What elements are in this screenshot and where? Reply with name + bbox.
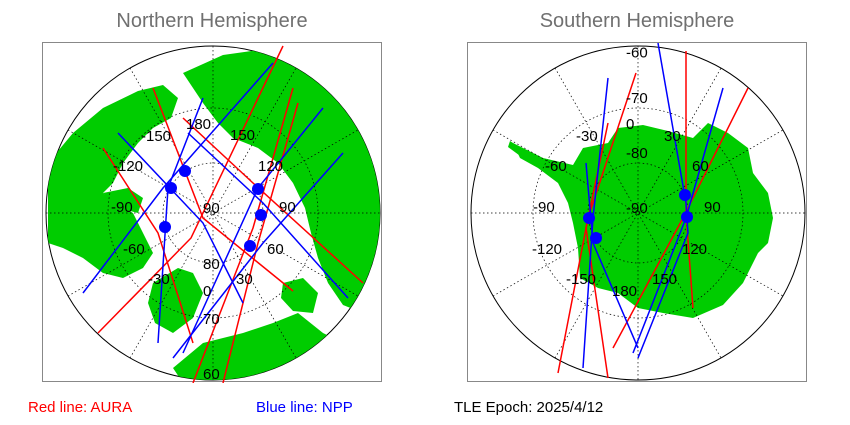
tle-epoch: TLE Epoch: 2025/4/12 (454, 399, 604, 416)
southern-lat-labels: -60 -70 -80 -90 (626, 44, 648, 217)
svg-text:180: 180 (186, 116, 211, 133)
svg-text:-30: -30 (576, 128, 598, 145)
svg-text:70: 70 (203, 311, 220, 328)
svg-text:-150: -150 (566, 271, 596, 288)
svg-text:120: 120 (258, 158, 283, 175)
northern-lat-labels: 90 80 70 60 (203, 200, 220, 383)
northern-hemisphere-title: Northern Hemisphere (116, 10, 308, 32)
svg-text:-90: -90 (626, 200, 648, 217)
northern-hemisphere-map: -150 180 150 -120 120 -90 90 -60 60 -30 … (42, 42, 382, 383)
satellite-positions (159, 165, 267, 252)
svg-text:-80: -80 (626, 145, 648, 162)
svg-text:30: 30 (236, 271, 253, 288)
svg-text:120: 120 (682, 241, 707, 258)
legend-npp: Blue line: NPP (256, 399, 353, 416)
svg-text:80: 80 (203, 256, 220, 273)
northern-lon-labels: -150 180 150 -120 120 -90 90 -60 60 -30 … (111, 116, 296, 300)
southern-hemisphere-title: Southern Hemisphere (539, 10, 735, 32)
svg-text:60: 60 (203, 366, 220, 383)
svg-text:60: 60 (692, 158, 709, 175)
aura-tracks (97, 45, 364, 383)
npp-tracks (82, 62, 349, 359)
svg-text:150: 150 (652, 271, 677, 288)
svg-text:0: 0 (203, 283, 211, 300)
land-masses (508, 123, 773, 318)
svg-text:-120: -120 (113, 158, 143, 175)
svg-text:150: 150 (230, 127, 255, 144)
svg-text:-60: -60 (626, 44, 648, 61)
svg-text:90: 90 (279, 199, 296, 216)
svg-text:-90: -90 (533, 199, 555, 216)
svg-text:-90: -90 (111, 199, 133, 216)
svg-text:0: 0 (626, 116, 634, 133)
svg-text:90: 90 (203, 200, 220, 217)
southern-lon-labels: -30 0 30 -60 60 -90 90 -120 120 -150 180… (532, 116, 721, 300)
svg-text:30: 30 (664, 128, 681, 145)
svg-text:-150: -150 (141, 128, 171, 145)
svg-text:180: 180 (612, 283, 637, 300)
svg-text:-60: -60 (545, 158, 567, 175)
svg-text:60: 60 (267, 241, 284, 258)
legend-aura: Red line: AURA (28, 399, 133, 416)
satellite-positions (583, 189, 693, 244)
svg-text:-60: -60 (123, 241, 145, 258)
svg-text:90: 90 (704, 199, 721, 216)
svg-text:-70: -70 (626, 90, 648, 107)
svg-text:-120: -120 (532, 241, 562, 258)
southern-hemisphere-map: -30 0 30 -60 60 -90 90 -120 120 -150 180… (467, 42, 807, 382)
svg-text:-30: -30 (148, 271, 170, 288)
